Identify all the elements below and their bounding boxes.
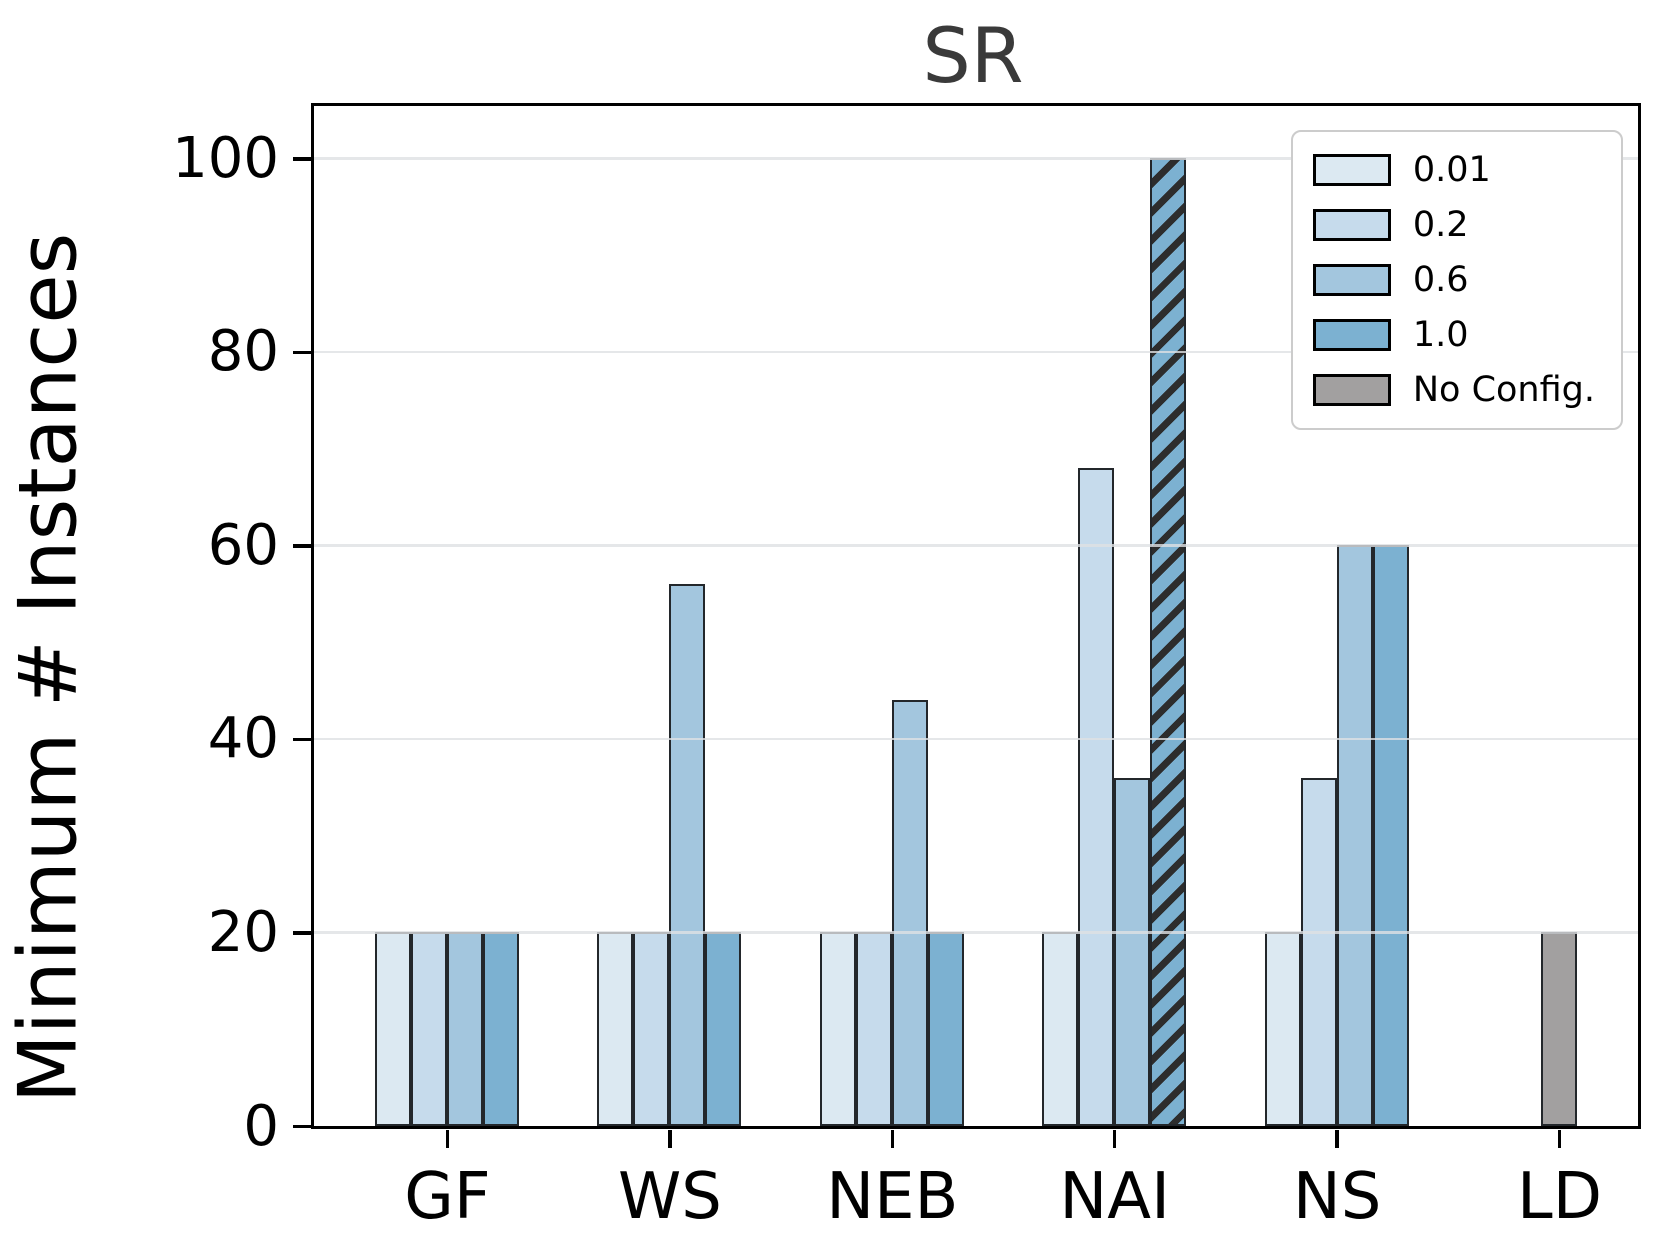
legend-label-0.2: 0.2 [1412, 205, 1469, 245]
y-axis-label: Minimum # Instances [1, 232, 95, 1104]
legend-label-0.6: 0.6 [1412, 260, 1469, 300]
legend-label-0.01: 0.01 [1412, 150, 1491, 190]
bar-NS-0.6 [1336, 545, 1373, 1126]
bar-WS-1.0 [705, 932, 742, 1126]
y-tick-label-60: 60 [207, 512, 279, 578]
x-tick-mark-GF [445, 1130, 450, 1148]
y-tick-label-0: 0 [243, 1093, 279, 1159]
legend-swatch-No Config. [1312, 374, 1391, 406]
x-tick-mark-NS [1335, 1130, 1339, 1148]
gridline-20 [314, 931, 1638, 934]
x-tick-label-WS: WS [617, 1160, 722, 1234]
legend-swatch-0.01 [1312, 154, 1391, 186]
y-tick-label-80: 80 [207, 319, 279, 385]
x-tick-mark-LD [1557, 1130, 1562, 1148]
bar-NEB-0.01 [819, 932, 856, 1126]
bar-NS-0.2 [1300, 777, 1337, 1126]
x-tick-label-GF: GF [404, 1160, 491, 1234]
x-tick-label-NAI: NAI [1059, 1160, 1170, 1234]
gridline-80 [314, 350, 1638, 354]
plot-area: 0.01 0.2 0.6 1.0 No Config. [311, 103, 1641, 1129]
y-tick-mark-0 [293, 1124, 311, 1129]
y-tick-mark-60 [293, 544, 311, 548]
x-tick-label-LD: LD [1517, 1160, 1602, 1234]
legend-swatch-0.2 [1312, 209, 1391, 241]
y-tick-label-40: 40 [207, 706, 279, 772]
legend-item-0.01: 0.01 [1312, 150, 1595, 190]
bar-NEB-1.0 [927, 932, 964, 1126]
bar-WS-0.2 [633, 932, 670, 1126]
gridline-40 [314, 737, 1638, 741]
gridline-60 [314, 544, 1638, 547]
bar-NEB-0.6 [891, 700, 928, 1126]
bar-LD-No Config. [1541, 932, 1577, 1126]
bar-WS-0.6 [669, 584, 706, 1126]
x-tick-label-NEB: NEB [826, 1160, 959, 1234]
legend-swatch-1.0 [1312, 319, 1391, 351]
y-axis-label-area: Minimum # Instances [0, 0, 100, 1239]
bar-GF-0.01 [375, 932, 411, 1126]
x-tick-mark-WS [668, 1130, 672, 1148]
legend-item-1.0: 1.0 [1312, 315, 1595, 355]
bar-NEB-0.2 [855, 932, 892, 1126]
y-tick-label-100: 100 [172, 125, 279, 191]
bar-GF-1.0 [483, 932, 519, 1126]
bar-NAI-0.6 [1114, 777, 1151, 1126]
x-tick-mark-NEB [890, 1130, 895, 1148]
bar-NS-0.01 [1264, 932, 1301, 1126]
legend: 0.01 0.2 0.6 1.0 No Config. [1290, 130, 1623, 430]
chart-title: SR [922, 11, 1024, 100]
legend-label-No Config.: No Config. [1412, 370, 1595, 410]
gridline-100 [314, 157, 1638, 160]
legend-item-No Config.: No Config. [1312, 370, 1595, 410]
bar-GF-0.6 [447, 932, 483, 1126]
y-tick-mark-20 [293, 931, 311, 935]
x-tick-mark-NAI [1112, 1130, 1117, 1148]
x-tick-label-NS: NS [1292, 1160, 1382, 1234]
bar-NAI-1.0-hatched [1150, 158, 1187, 1126]
y-tick-label-20: 20 [207, 899, 279, 965]
y-tick-mark-80 [293, 350, 311, 355]
legend-swatch-0.6 [1312, 264, 1391, 296]
legend-item-0.2: 0.2 [1312, 205, 1595, 245]
bar-GF-0.2 [411, 932, 447, 1126]
y-tick-mark-40 [293, 737, 311, 742]
bar-NAI-0.2 [1078, 467, 1115, 1126]
bar-NAI-0.01 [1042, 932, 1079, 1126]
legend-item-0.6: 0.6 [1312, 260, 1595, 300]
bar-WS-0.01 [597, 932, 634, 1126]
bar-NS-1.0 [1372, 545, 1409, 1126]
y-tick-mark-100 [293, 157, 311, 161]
legend-label-1.0: 1.0 [1412, 315, 1469, 355]
